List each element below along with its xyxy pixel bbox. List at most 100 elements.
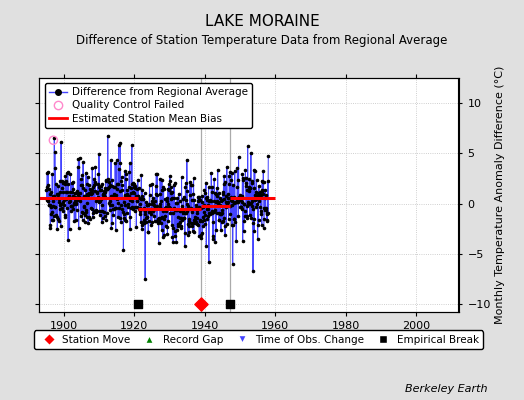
- Point: [43, 170, 51, 176]
- Point: [165, 187, 173, 193]
- Point: [214, 210, 223, 217]
- Point: [174, 214, 182, 220]
- Point: [198, 230, 206, 236]
- Point: [160, 206, 169, 212]
- Point: [199, 222, 207, 229]
- Point: [150, 206, 158, 212]
- Point: [216, 195, 225, 202]
- Point: [52, 214, 61, 220]
- Point: [247, 180, 256, 186]
- Point: [237, 193, 246, 200]
- Point: [244, 143, 252, 150]
- Point: [198, 192, 206, 199]
- Point: [104, 179, 113, 185]
- Point: [156, 190, 165, 197]
- Point: [259, 168, 267, 174]
- Point: [110, 183, 118, 190]
- Point: [77, 182, 85, 189]
- Point: [157, 220, 165, 227]
- Point: [184, 232, 192, 238]
- Point: [173, 200, 182, 206]
- Point: [149, 200, 157, 206]
- Point: [232, 199, 240, 205]
- Point: [221, 179, 230, 185]
- Point: [229, 222, 237, 228]
- Point: [213, 210, 221, 216]
- Point: [209, 236, 217, 242]
- Point: [135, 206, 143, 212]
- Point: [65, 193, 73, 199]
- Point: [77, 195, 85, 201]
- Point: [244, 201, 253, 207]
- Point: [244, 183, 253, 190]
- Point: [88, 190, 96, 196]
- Point: [84, 220, 92, 226]
- Point: [201, 190, 209, 196]
- Point: [219, 218, 227, 224]
- Point: [148, 198, 156, 204]
- Point: [97, 219, 106, 225]
- Point: [122, 171, 130, 178]
- Point: [69, 179, 77, 185]
- Point: [188, 197, 196, 204]
- Point: [101, 188, 110, 195]
- Point: [174, 207, 183, 213]
- Point: [143, 202, 151, 208]
- Point: [169, 210, 178, 216]
- Point: [176, 198, 184, 204]
- Point: [238, 238, 247, 244]
- Point: [239, 228, 248, 234]
- Point: [144, 202, 152, 208]
- Point: [210, 202, 218, 209]
- Point: [245, 176, 254, 182]
- Point: [192, 202, 201, 208]
- Point: [243, 187, 252, 193]
- Point: [134, 177, 142, 183]
- Point: [208, 208, 216, 214]
- Point: [225, 195, 233, 202]
- Point: [63, 169, 72, 176]
- Point: [72, 207, 81, 214]
- Point: [152, 192, 161, 198]
- Point: [183, 188, 191, 194]
- Point: [259, 178, 268, 185]
- Point: [130, 203, 139, 210]
- Point: [83, 214, 91, 220]
- Point: [161, 205, 169, 212]
- Point: [151, 206, 159, 212]
- Point: [83, 191, 92, 197]
- Point: [220, 196, 228, 203]
- Point: [136, 201, 144, 207]
- Point: [114, 200, 123, 206]
- Point: [167, 184, 176, 190]
- Point: [171, 207, 180, 213]
- Point: [142, 215, 150, 221]
- Legend: Difference from Regional Average, Quality Control Failed, Estimated Station Mean: Difference from Regional Average, Qualit…: [45, 83, 252, 128]
- Point: [85, 182, 93, 188]
- Point: [212, 199, 220, 206]
- Point: [190, 228, 198, 235]
- Point: [200, 217, 208, 223]
- Point: [70, 201, 78, 207]
- Point: [189, 191, 198, 197]
- Point: [239, 175, 247, 181]
- Point: [111, 160, 119, 166]
- Point: [127, 190, 135, 196]
- Point: [134, 193, 143, 199]
- Point: [182, 196, 190, 203]
- Point: [60, 197, 69, 204]
- Point: [120, 214, 128, 221]
- Point: [179, 196, 188, 202]
- Point: [49, 192, 58, 199]
- Point: [177, 215, 185, 221]
- Point: [51, 204, 59, 210]
- Point: [180, 214, 188, 221]
- Point: [235, 194, 243, 200]
- Point: [104, 176, 113, 182]
- Point: [50, 204, 59, 210]
- Point: [185, 216, 193, 223]
- Point: [237, 195, 245, 202]
- Point: [73, 188, 81, 194]
- Point: [151, 182, 160, 189]
- Point: [224, 216, 233, 222]
